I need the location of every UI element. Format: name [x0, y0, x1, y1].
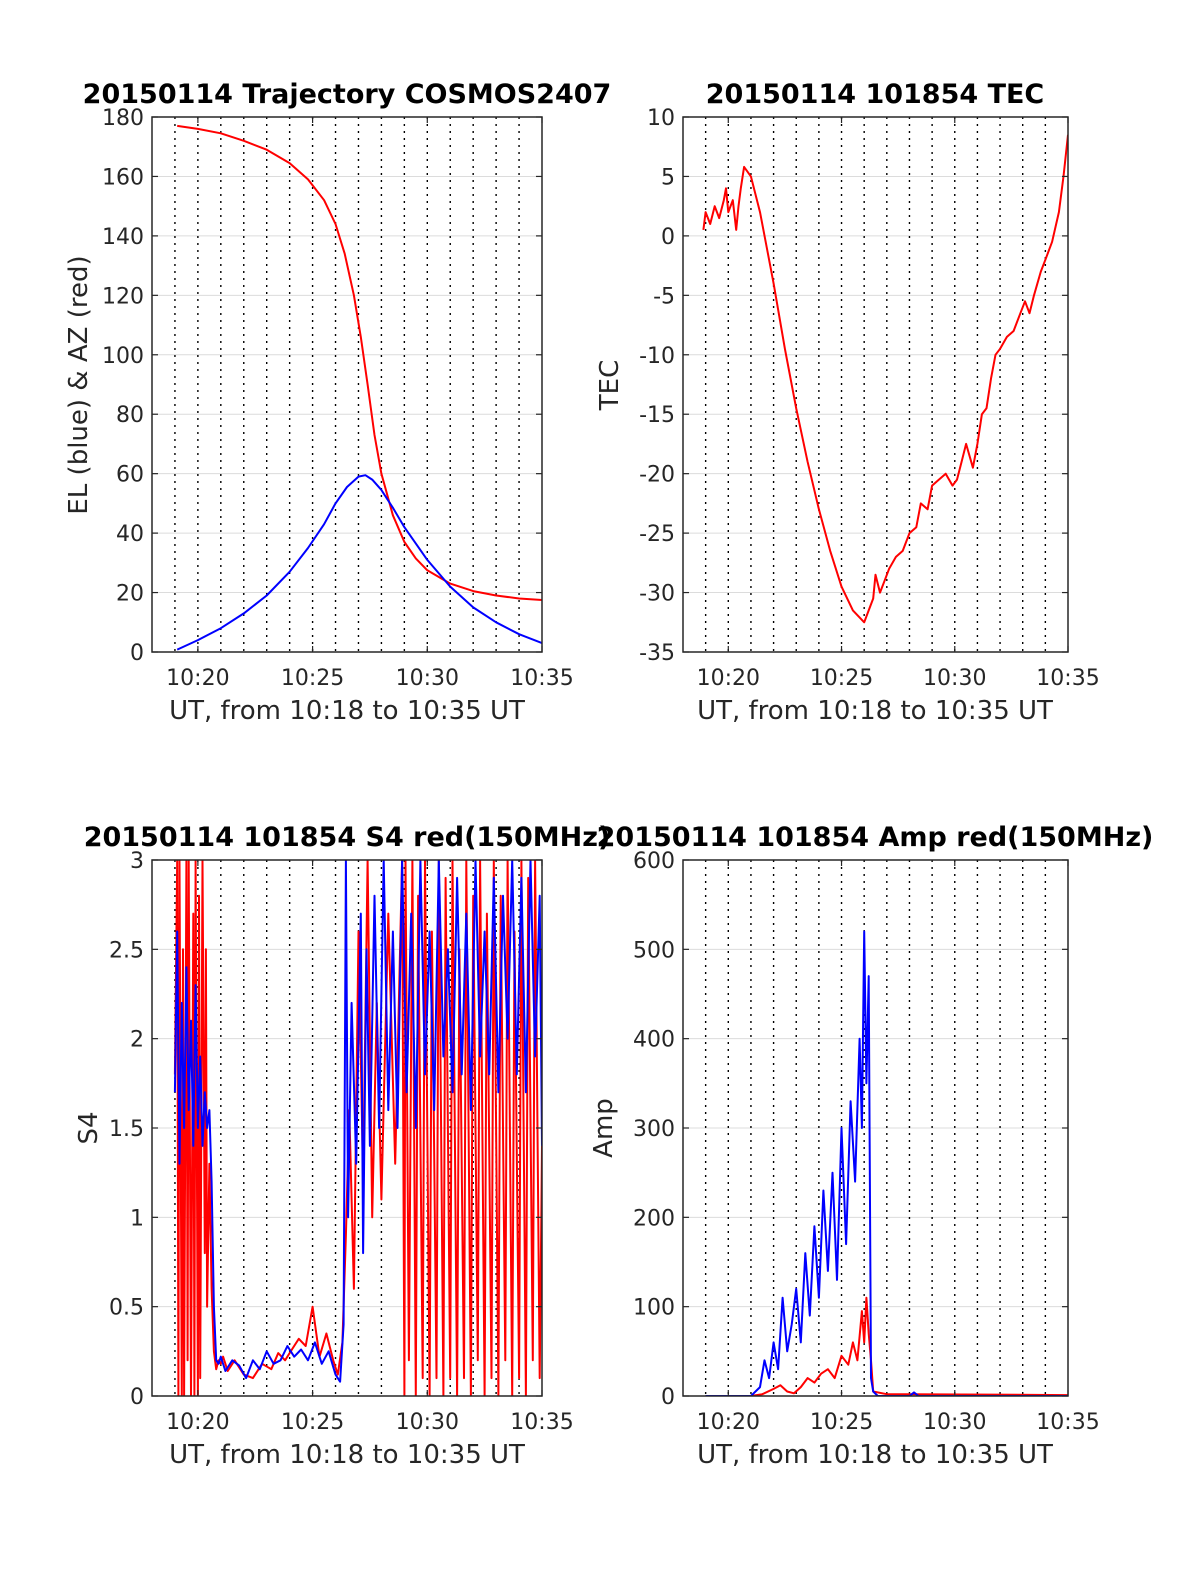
axes-frame — [682, 116, 1069, 653]
x-tick-label: 10:30 — [923, 666, 986, 691]
y-tick-label: -35 — [639, 641, 675, 666]
y-tick-label: 200 — [633, 1206, 675, 1231]
y-tick-label: 160 — [102, 165, 144, 190]
x-tick-labels: 10:20 10:25 10:30 10:35 — [166, 117, 574, 691]
y-tick-label: 2 — [130, 1028, 144, 1053]
horizontal-gridlines — [683, 948, 1068, 1308]
y-tick-label: 0 — [130, 641, 144, 666]
y-tick-label: 140 — [102, 225, 144, 250]
y-tick-label: 100 — [633, 1296, 675, 1321]
y-tick-labels: 0 0.5 1 1.5 2 2.5 3 — [109, 849, 542, 1410]
y-tick-label: 400 — [633, 1028, 675, 1053]
blue-series-line — [173, 860, 542, 1383]
y-axis-label: EL (blue) & AZ (red) — [64, 255, 94, 514]
horizontal-gridlines — [152, 175, 542, 594]
plot-area — [702, 134, 1068, 624]
chart-title: 20150114 101854 TEC — [706, 79, 1045, 110]
chart-tec: -35 -30 -25 -20 -15 -10 -5 0 5 10 10:20 10:25 10:30… — [595, 79, 1100, 726]
y-axis-label: S4 — [74, 1111, 104, 1144]
red-series-line — [702, 134, 1068, 624]
x-axis-label: UT, from 10:18 to 10:35 UT — [697, 696, 1053, 726]
x-axis-label: UT, from 10:18 to 10:35 UT — [169, 1440, 525, 1470]
y-tick-label: 0.5 — [109, 1296, 144, 1321]
x-tick-labels: 10:20 10:25 10:30 10:35 — [697, 117, 1100, 691]
y-tick-labels: 0 20 40 60 80 100 120 140 160 180 — [102, 106, 542, 666]
x-tick-label: 10:35 — [510, 666, 573, 691]
y-tick-label: 40 — [116, 522, 144, 547]
x-tick-label: 10:25 — [810, 1410, 873, 1435]
x-axis-label: UT, from 10:18 to 10:35 UT — [697, 1440, 1053, 1470]
chart-title: 20150114 101854 Amp red(150MHz) — [597, 822, 1154, 853]
y-tick-label: 0 — [661, 225, 675, 250]
y-tick-labels: 0 100 200 300 400 500 600 — [633, 849, 1068, 1410]
x-tick-label: 10:25 — [281, 666, 344, 691]
x-axis-label: UT, from 10:18 to 10:35 UT — [169, 696, 525, 726]
plot-area — [173, 860, 542, 1396]
x-tick-label: 10:20 — [166, 1410, 229, 1435]
x-tick-label: 10:25 — [281, 1410, 344, 1435]
chart-amp: 0 100 200 300 400 500 600 10:20 10:25 10:30 10:35… — [589, 822, 1153, 1470]
y-tick-label: -10 — [639, 344, 675, 369]
y-tick-labels: -35 -30 -25 -20 -15 -10 -5 0 5 10 — [639, 106, 1068, 666]
chart-trajectory: 0 20 40 60 80 100 120 140 160 180 10:20 10:25 10:30… — [64, 79, 611, 726]
y-tick-label: 120 — [102, 284, 144, 309]
x-tick-label: 10:30 — [396, 666, 459, 691]
x-tick-labels: 10:20 10:25 10:30 10:35 — [166, 860, 574, 1435]
y-axis-label: TEC — [595, 360, 625, 411]
chart-s4: 0 0.5 1 1.5 2 2.5 3 10:20 10:25 10:30 10:35 20150… — [74, 822, 610, 1470]
x-tick-label: 10:35 — [1036, 1410, 1099, 1435]
y-tick-label: 60 — [116, 463, 144, 488]
y-tick-label: 1.5 — [109, 1117, 144, 1142]
y-tick-label: 2.5 — [109, 938, 144, 963]
y-tick-label: 0 — [130, 1385, 144, 1410]
y-tick-label: 1 — [130, 1206, 144, 1231]
y-tick-label: 80 — [116, 403, 144, 428]
plot-area — [705, 930, 1068, 1396]
y-tick-label: 0 — [661, 1385, 675, 1410]
x-tick-label: 10:35 — [510, 1410, 573, 1435]
y-tick-label: 5 — [661, 165, 675, 190]
x-tick-label: 10:20 — [697, 666, 760, 691]
chart-title: 20150114 101854 S4 red(150MHz) — [84, 822, 611, 853]
chart-title: 20150114 Trajectory COSMOS2407 — [83, 79, 612, 110]
y-tick-label: -30 — [639, 582, 675, 607]
y-tick-label: 100 — [102, 344, 144, 369]
axes-frame — [151, 116, 543, 653]
x-tick-label: 10:25 — [810, 666, 873, 691]
y-tick-label: 20 — [116, 582, 144, 607]
y-tick-label: 300 — [633, 1117, 675, 1142]
x-tick-label: 10:35 — [1036, 666, 1099, 691]
y-tick-label: -25 — [639, 522, 675, 547]
x-tick-label: 10:20 — [166, 666, 229, 691]
red-series-line — [177, 124, 542, 601]
y-tick-label: 500 — [633, 938, 675, 963]
minute-gridlines — [174, 117, 520, 652]
x-tick-label: 10:20 — [697, 1410, 760, 1435]
x-tick-label: 10:30 — [396, 1410, 459, 1435]
horizontal-gridlines — [683, 175, 1068, 594]
y-tick-label: 180 — [102, 106, 144, 131]
y-tick-label: 3 — [130, 849, 144, 874]
x-tick-labels: 10:20 10:25 10:30 10:35 — [697, 860, 1100, 1435]
minute-gridlines — [704, 117, 1047, 652]
y-tick-label: -5 — [653, 284, 675, 309]
y-tick-label: 10 — [647, 106, 675, 131]
plot-area — [176, 124, 542, 651]
blue-series-line — [705, 930, 1068, 1396]
y-tick-label: -20 — [639, 463, 675, 488]
blue-series-line — [176, 474, 542, 651]
x-tick-label: 10:30 — [923, 1410, 986, 1435]
y-tick-label: 600 — [633, 849, 675, 874]
y-axis-label: Amp — [589, 1098, 619, 1158]
y-tick-label: -15 — [639, 403, 675, 428]
